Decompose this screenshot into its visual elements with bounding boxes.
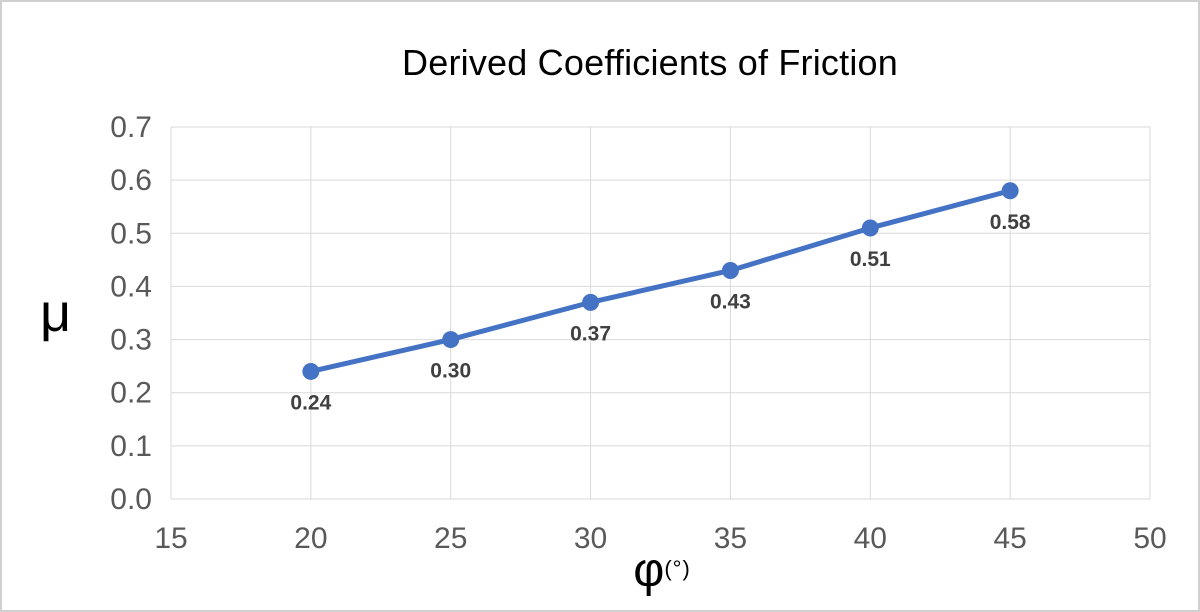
x-axis-title: φ(°) bbox=[2, 544, 1198, 597]
y-tick-label: 0.2 bbox=[110, 377, 152, 410]
y-tick-label: 0.6 bbox=[110, 164, 152, 197]
x-axis-title-symbol: φ bbox=[633, 544, 665, 597]
x-tick-label: 25 bbox=[434, 522, 467, 555]
y-tick-label: 0.1 bbox=[110, 430, 152, 463]
y-tick-label: 0.4 bbox=[110, 270, 152, 303]
x-tick-label: 40 bbox=[854, 522, 887, 555]
data-point-label: 0.51 bbox=[850, 248, 891, 271]
data-point-marker bbox=[861, 219, 879, 237]
x-tick-label: 30 bbox=[574, 522, 607, 555]
y-tick-label: 0.3 bbox=[110, 324, 152, 357]
series-line bbox=[308, 188, 1013, 374]
x-axis-title-unit: (°) bbox=[664, 556, 691, 581]
chart-title: Derived Coefficients of Friction bbox=[402, 42, 898, 83]
x-tick-label: 50 bbox=[1133, 522, 1166, 555]
y-tick-label: 0.0 bbox=[110, 483, 152, 516]
data-point-label: 0.58 bbox=[990, 211, 1031, 234]
x-tick-label: 15 bbox=[154, 522, 187, 555]
y-axis-title: μ bbox=[40, 283, 72, 343]
data-point-label: 0.24 bbox=[290, 391, 331, 414]
data-point-marker bbox=[582, 293, 600, 311]
data-point-marker bbox=[1001, 182, 1019, 200]
data-point-label: 0.37 bbox=[570, 322, 611, 345]
data-point-marker bbox=[302, 362, 320, 380]
x-tick-label: 20 bbox=[294, 522, 327, 555]
x-tick-label: 45 bbox=[993, 522, 1026, 555]
data-point-marker bbox=[721, 261, 739, 279]
data-point-label: 0.43 bbox=[710, 290, 751, 313]
x-tick-label: 35 bbox=[714, 522, 747, 555]
data-point-marker bbox=[442, 331, 460, 349]
y-tick-label: 0.7 bbox=[110, 111, 152, 144]
y-tick-label: 0.5 bbox=[110, 217, 152, 250]
data-point-label: 0.30 bbox=[430, 360, 471, 383]
